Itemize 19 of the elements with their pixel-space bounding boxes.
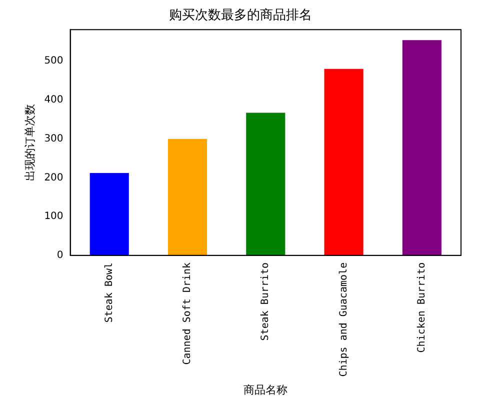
y-tick-label: 400 xyxy=(44,94,64,106)
bar xyxy=(246,112,286,256)
y-tick-label: 200 xyxy=(44,172,64,184)
chart-title: 购买次数最多的商品排名 xyxy=(169,8,312,24)
y-axis-title: 出现的订单次数 xyxy=(23,104,36,182)
y-tick-label: 0 xyxy=(56,250,64,262)
x-tick-label: Chicken Burrito xyxy=(416,262,428,353)
bar xyxy=(402,40,442,256)
y-tick-label: 500 xyxy=(44,56,64,67)
y-tick-label: 100 xyxy=(44,211,64,222)
bar xyxy=(324,68,364,256)
x-tick-label: Steak Bowl xyxy=(104,262,115,323)
x-tick-label: Chips and Guacamole xyxy=(338,262,350,377)
x-tick-label: Canned Soft Drink xyxy=(182,262,194,365)
x-tick-label: Steak Burrito xyxy=(260,262,272,341)
x-axis-title: 商品名称 xyxy=(244,383,288,396)
bar xyxy=(90,173,129,256)
y-tick-label: 300 xyxy=(44,133,64,144)
bar xyxy=(168,138,208,256)
